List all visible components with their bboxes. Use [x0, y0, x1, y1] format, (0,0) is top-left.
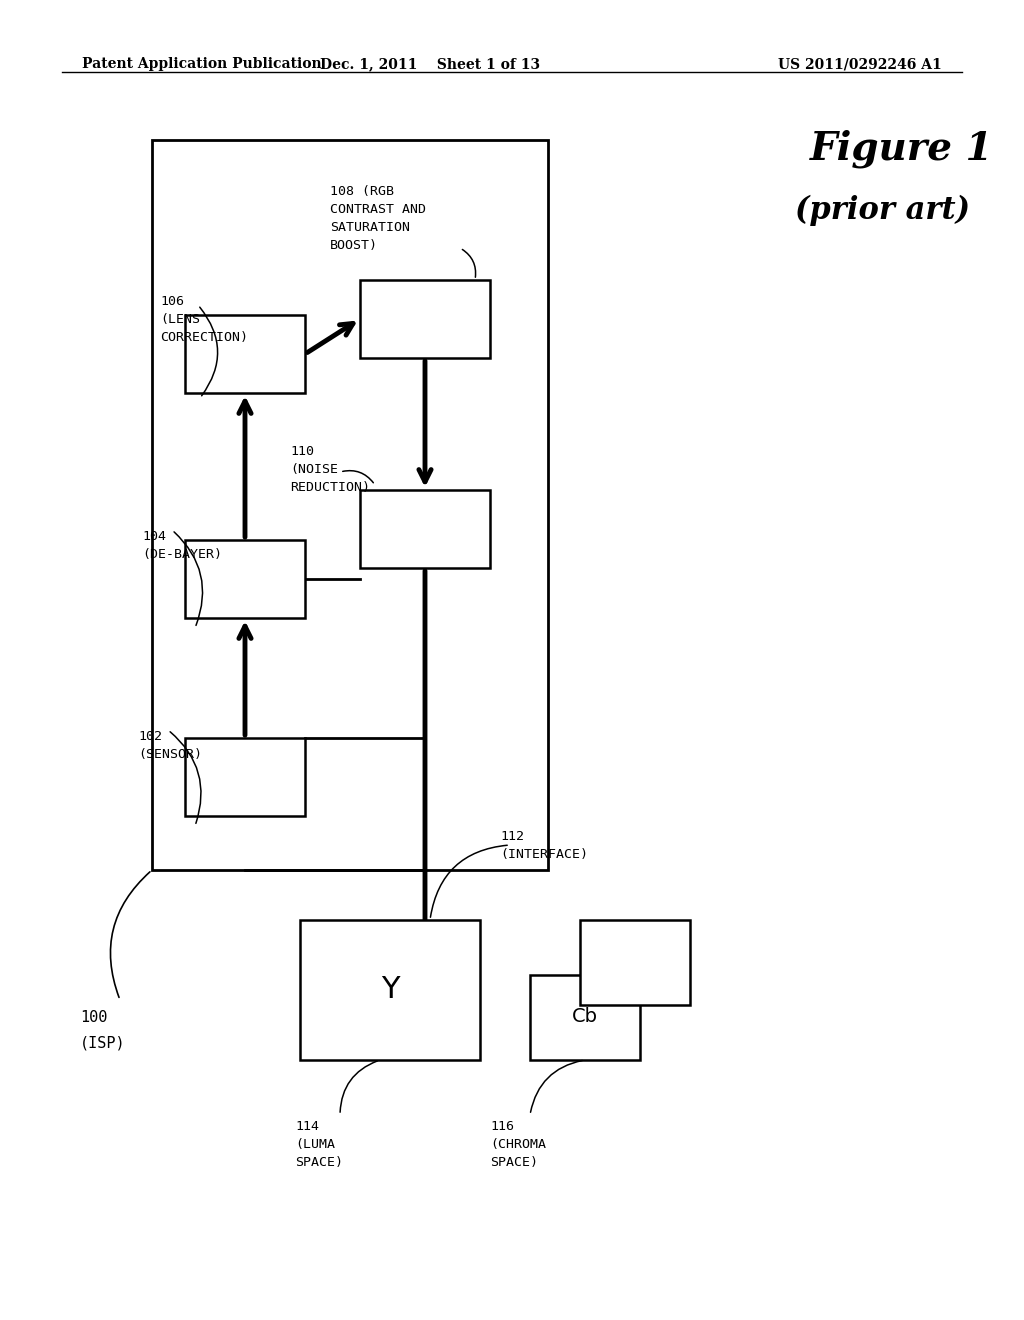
- Bar: [185, 540, 305, 618]
- Text: 116: 116: [490, 1119, 514, 1133]
- Text: BOOST): BOOST): [330, 239, 378, 252]
- Text: (INTERFACE): (INTERFACE): [500, 847, 588, 861]
- Text: US 2011/0292246 A1: US 2011/0292246 A1: [778, 57, 942, 71]
- Bar: [185, 738, 305, 816]
- Text: 108 (RGB: 108 (RGB: [330, 185, 394, 198]
- Text: 106: 106: [160, 294, 184, 308]
- Bar: [300, 920, 480, 1060]
- Text: SATURATION: SATURATION: [330, 220, 410, 234]
- Bar: [530, 975, 640, 1060]
- Text: (DE-BAYER): (DE-BAYER): [142, 548, 222, 561]
- Text: (NOISE: (NOISE: [290, 463, 338, 477]
- Text: 104: 104: [142, 531, 166, 543]
- Text: Dec. 1, 2011    Sheet 1 of 13: Dec. 1, 2011 Sheet 1 of 13: [319, 57, 540, 71]
- Bar: [360, 280, 490, 358]
- Text: Patent Application Publication: Patent Application Publication: [82, 57, 322, 71]
- Bar: [185, 315, 305, 393]
- Bar: [580, 920, 690, 1005]
- Text: CONTRAST AND: CONTRAST AND: [330, 203, 426, 216]
- Text: (prior art): (prior art): [795, 195, 970, 226]
- Text: SPACE): SPACE): [295, 1156, 343, 1170]
- Text: 100: 100: [80, 1010, 108, 1026]
- Bar: [360, 490, 490, 568]
- Text: (LUMA: (LUMA: [295, 1138, 335, 1151]
- Text: (LENS: (LENS: [160, 313, 200, 326]
- Text: REDUCTION): REDUCTION): [290, 480, 370, 494]
- Text: 112: 112: [500, 830, 524, 843]
- Text: SPACE): SPACE): [490, 1156, 538, 1170]
- Text: 102: 102: [138, 730, 162, 743]
- Text: (CHROMA: (CHROMA: [490, 1138, 546, 1151]
- Text: Y: Y: [381, 975, 399, 1005]
- Text: CORRECTION): CORRECTION): [160, 331, 248, 345]
- Text: Cr: Cr: [624, 953, 646, 972]
- Text: 114: 114: [295, 1119, 319, 1133]
- Text: Cb: Cb: [572, 1007, 598, 1027]
- Text: (SENSOR): (SENSOR): [138, 748, 202, 762]
- Text: Figure 1: Figure 1: [810, 129, 993, 169]
- Text: (ISP): (ISP): [80, 1035, 126, 1049]
- Text: 110: 110: [290, 445, 314, 458]
- Bar: [152, 140, 548, 870]
